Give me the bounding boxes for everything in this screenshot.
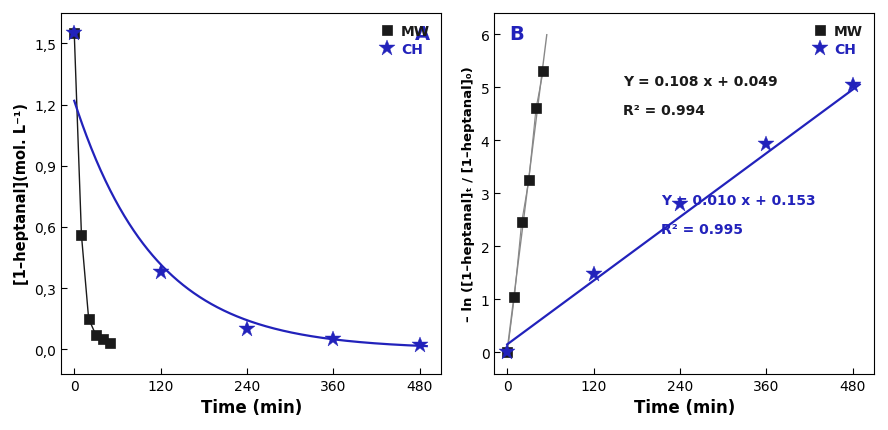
Line: CH: CH [66, 26, 428, 353]
Legend: MW, CH: MW, CH [375, 21, 434, 61]
CH [588, 272, 599, 277]
MW [83, 316, 94, 322]
Text: Y = 0.010 x + 0.153: Y = 0.010 x + 0.153 [662, 194, 816, 208]
MW [69, 32, 80, 37]
MW [502, 350, 512, 355]
Text: A: A [415, 25, 430, 43]
MW [91, 332, 101, 338]
CH [675, 202, 686, 207]
Line: MW: MW [503, 67, 548, 357]
X-axis label: Time (min): Time (min) [633, 398, 734, 416]
CH [502, 350, 512, 355]
CH [761, 142, 772, 147]
CH [242, 326, 252, 332]
MW [98, 337, 108, 342]
MW [538, 70, 549, 75]
Line: MW: MW [69, 29, 115, 348]
MW [76, 233, 87, 238]
MW [531, 107, 542, 112]
Text: R² = 0.995: R² = 0.995 [662, 222, 743, 236]
X-axis label: Time (min): Time (min) [201, 398, 302, 416]
Text: B: B [510, 25, 524, 43]
MW [523, 178, 534, 183]
Legend: MW, CH: MW, CH [807, 21, 868, 61]
MW [516, 221, 527, 226]
MW [105, 341, 115, 346]
CH [847, 83, 858, 88]
Text: Y = 0.108 x + 0.049: Y = 0.108 x + 0.049 [623, 75, 778, 89]
Line: CH: CH [499, 77, 860, 361]
Text: R² = 0.994: R² = 0.994 [623, 104, 705, 118]
CH [414, 343, 424, 348]
CH [328, 337, 338, 342]
CH [155, 270, 166, 275]
Y-axis label: [1–heptanal](mol. L⁻¹): [1–heptanal](mol. L⁻¹) [14, 103, 29, 285]
CH [69, 32, 80, 37]
MW [509, 295, 519, 300]
Y-axis label: – ln ([1–heptanal]ₜ / [1–heptanal]₀): – ln ([1–heptanal]ₜ / [1–heptanal]₀) [462, 66, 475, 321]
